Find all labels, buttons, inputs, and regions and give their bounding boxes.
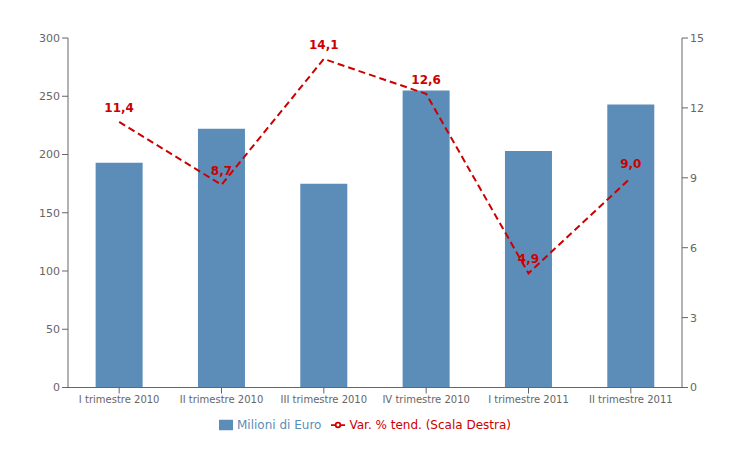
svg-text:0: 0	[690, 381, 697, 394]
svg-text:I trimestre 2011: I trimestre 2011	[488, 394, 569, 405]
html-text:Milioni di Euro: Milioni di Euro	[237, 417, 322, 432]
svg-text:150: 150	[39, 207, 60, 220]
html-text:Var. % tend. (Scala Destra): Var. % tend. (Scala Destra)	[349, 417, 511, 432]
svg-text:IV trimestre 2010: IV trimestre 2010	[382, 394, 469, 405]
svg-text:3: 3	[690, 312, 697, 325]
svg-text:250: 250	[39, 90, 60, 103]
svg-text:15: 15	[690, 32, 704, 45]
svg-text:9,0: 9,0	[620, 157, 641, 171]
svg-text:4,9: 4,9	[518, 252, 539, 266]
svg-text:8,7: 8,7	[211, 164, 232, 178]
svg-text:200: 200	[39, 148, 60, 161]
svg-text:II trimestre 2011: II trimestre 2011	[589, 394, 673, 405]
svg-text:6: 6	[690, 242, 697, 255]
svg-text:100: 100	[39, 265, 60, 278]
svg-text:9: 9	[690, 172, 697, 185]
svg-text:300: 300	[39, 32, 60, 45]
svg-text:11,4: 11,4	[104, 101, 134, 115]
svg-text:14,1: 14,1	[309, 38, 339, 52]
svg-text:50: 50	[46, 323, 60, 336]
svg-text:12,6: 12,6	[411, 73, 441, 87]
svg-text:12: 12	[690, 102, 704, 115]
svg-text:III trimestre 2010: III trimestre 2010	[281, 394, 368, 405]
svg-text:II trimestre 2010: II trimestre 2010	[180, 394, 264, 405]
svg-text:I trimestre 2010: I trimestre 2010	[79, 394, 160, 405]
svg-text:0: 0	[53, 381, 60, 394]
